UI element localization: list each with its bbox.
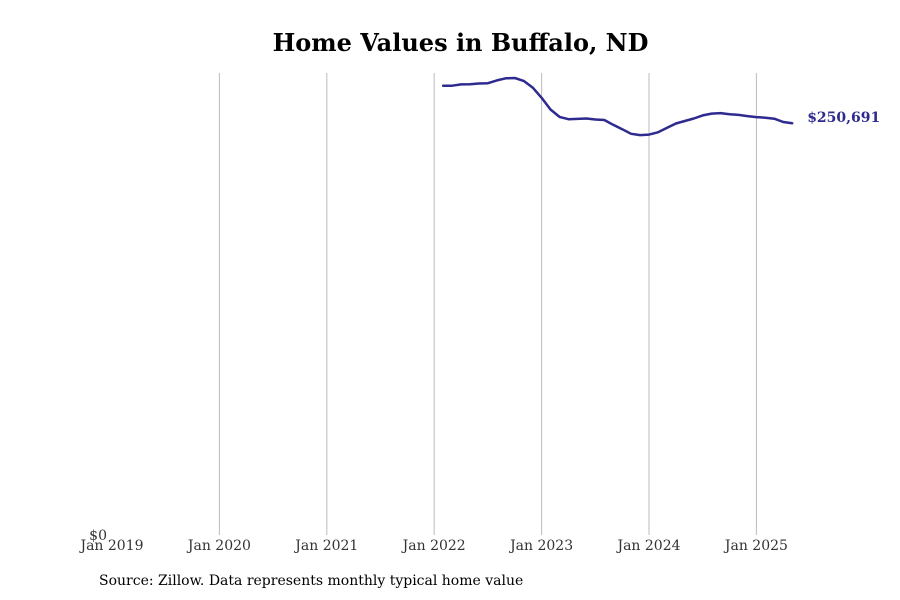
gridlines [218,73,757,535]
last-value-label: $250,691 [807,110,880,126]
y-axis-tick-labels: $0 [89,528,107,544]
chart-title: Home Values in Buffalo, ND [272,28,649,57]
x-tick-label: Jan 2024 [615,538,680,554]
x-tick-label: Jan 2023 [508,538,573,554]
x-axis-tick-labels: Jan 2019 Jan 2020 Jan 2021 Jan 2022 Jan 2023… [78,538,787,554]
series-line-home-value [441,76,794,137]
x-tick-label: Jan 2019 [78,538,143,554]
source-note: Source: Zillow. Data represents monthly … [99,573,524,589]
y-tick-label: $0 [89,528,107,544]
x-tick-label: Jan 2022 [401,538,466,554]
x-tick-label: Jan 2021 [293,538,358,554]
x-tick-label: Jan 2025 [723,538,788,554]
x-tick-label: Jan 2020 [186,538,251,554]
